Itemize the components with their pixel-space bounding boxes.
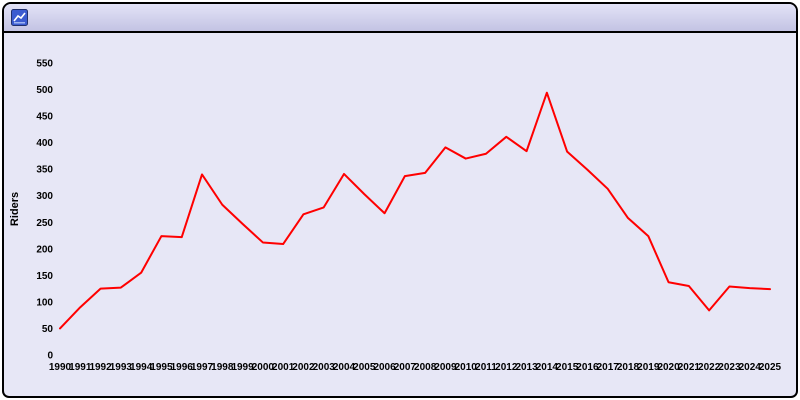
svg-text:1993: 1993 [110,362,133,373]
svg-text:1995: 1995 [150,362,173,373]
svg-text:100: 100 [36,297,53,308]
svg-text:1997: 1997 [191,362,214,373]
svg-text:2013: 2013 [515,362,538,373]
svg-text:2002: 2002 [292,362,315,373]
svg-text:2005: 2005 [353,362,376,373]
svg-text:2007: 2007 [394,362,417,373]
svg-text:150: 150 [36,271,53,282]
svg-text:1999: 1999 [231,362,254,373]
svg-text:1991: 1991 [69,362,92,373]
svg-text:1998: 1998 [211,362,234,373]
svg-text:2021: 2021 [678,362,701,373]
svg-text:2025: 2025 [759,362,782,373]
svg-text:2010: 2010 [455,362,478,373]
svg-text:2018: 2018 [617,362,640,373]
svg-text:550: 550 [36,59,53,70]
svg-text:2019: 2019 [637,362,660,373]
svg-text:1994: 1994 [130,362,153,373]
svg-text:2022: 2022 [698,362,721,373]
svg-text:2012: 2012 [495,362,518,373]
svg-text:2000: 2000 [252,362,275,373]
chart-panel: 0 50 100 150 200 250 300 350 400 450 500 550 1990 199… [4,33,796,396]
svg-text:400: 400 [36,138,53,149]
svg-text:50: 50 [42,324,54,335]
svg-text:1992: 1992 [89,362,112,373]
line-chart: 0501001502002503003504004505005501990199… [9,59,782,374]
window-titlebar [4,4,796,33]
svg-text:2016: 2016 [576,362,599,373]
svg-text:2001: 2001 [272,362,295,373]
svg-text:2004: 2004 [333,362,356,373]
y-axis-title: Riders [9,192,21,226]
x-axis-labels: 1990199119921993199419951996199719981999… [49,362,782,373]
svg-text:1996: 1996 [171,362,194,373]
svg-text:1990: 1990 [49,362,72,373]
svg-text:2009: 2009 [434,362,457,373]
svg-text:450: 450 [36,112,53,123]
svg-text:2015: 2015 [556,362,579,373]
svg-text:2024: 2024 [739,362,762,373]
svg-text:200: 200 [36,244,53,255]
svg-text:2008: 2008 [414,362,437,373]
svg-text:2006: 2006 [373,362,396,373]
svg-text:0: 0 [47,351,53,362]
svg-text:300: 300 [36,191,53,202]
svg-text:2023: 2023 [718,362,741,373]
svg-text:2003: 2003 [313,362,336,373]
riders-series-line [59,91,771,330]
svg-text:500: 500 [36,85,53,96]
app-icon [11,9,28,26]
svg-text:2020: 2020 [657,362,680,373]
svg-text:2017: 2017 [597,362,620,373]
svg-text:350: 350 [36,165,53,176]
svg-text:2014: 2014 [536,362,559,373]
y-axis-labels: 0 50 100 150 200 250 300 350 400 450 500 550 [36,59,53,362]
svg-text:250: 250 [36,218,53,229]
svg-text:2011: 2011 [475,362,497,373]
